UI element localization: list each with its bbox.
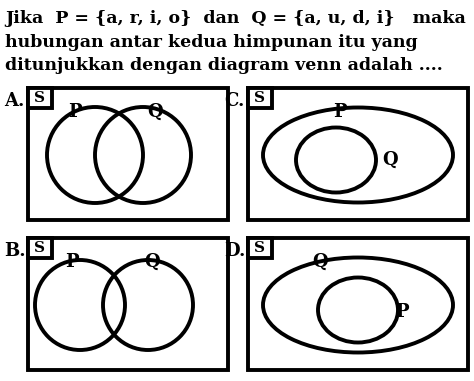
Text: Q: Q: [147, 103, 163, 121]
Text: P: P: [395, 303, 409, 321]
Text: P: P: [65, 253, 79, 271]
Text: ditunjukkan dengan diagram venn adalah ....: ditunjukkan dengan diagram venn adalah .…: [5, 57, 443, 74]
Text: S: S: [35, 91, 46, 105]
Bar: [28, 238, 52, 258]
Text: Q: Q: [312, 253, 328, 271]
Bar: [28, 238, 228, 370]
Bar: [248, 238, 272, 258]
Text: hubungan antar kedua himpunan itu yang: hubungan antar kedua himpunan itu yang: [5, 34, 418, 51]
Text: P: P: [68, 103, 82, 121]
Text: P: P: [333, 103, 347, 121]
Text: S: S: [35, 241, 46, 255]
Bar: [28, 88, 228, 220]
Text: D.: D.: [224, 242, 246, 260]
Text: Q: Q: [144, 253, 160, 271]
Bar: [28, 88, 52, 108]
Bar: [248, 88, 272, 108]
Bar: [248, 88, 468, 220]
Text: A.: A.: [4, 92, 24, 110]
Text: B.: B.: [4, 242, 26, 260]
Text: Jika  P = {a, r, i, o}  dan  Q = {a, u, d, i}   maka: Jika P = {a, r, i, o} dan Q = {a, u, d, …: [5, 10, 466, 27]
Text: C.: C.: [224, 92, 245, 110]
Text: S: S: [255, 91, 265, 105]
Bar: [248, 238, 468, 370]
Text: S: S: [255, 241, 265, 255]
Text: Q: Q: [382, 151, 398, 169]
